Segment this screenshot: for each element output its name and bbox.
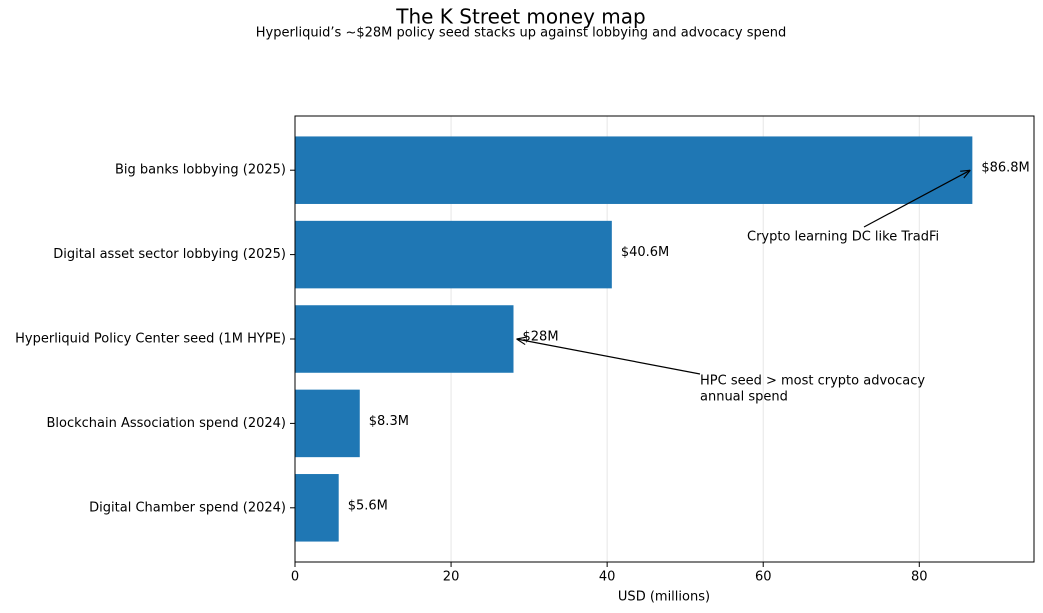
y-tick-label: Blockchain Association spend (2024) bbox=[46, 416, 286, 431]
value-label: $28M bbox=[523, 330, 559, 345]
x-tick-label: 80 bbox=[911, 570, 928, 585]
annotation: annual spend bbox=[700, 390, 788, 405]
x-tick-label: 0 bbox=[291, 570, 299, 585]
y-tick-label: Digital asset sector lobbying (2025) bbox=[53, 247, 286, 262]
bar bbox=[295, 220, 612, 289]
value-label: $8.3M bbox=[369, 414, 409, 429]
x-tick-label: 20 bbox=[443, 570, 460, 585]
y-tick-label: Hyperliquid Policy Center seed (1M HYPE) bbox=[15, 332, 286, 347]
plot-frame bbox=[294, 115, 1035, 563]
value-label: $5.6M bbox=[348, 498, 388, 513]
chart-subtitle: Hyperliquid’s ~$28M policy seed stacks u… bbox=[256, 26, 786, 41]
bar bbox=[295, 305, 514, 373]
x-axis-label: USD (millions) bbox=[618, 590, 710, 605]
x-tick-label: 40 bbox=[599, 570, 616, 585]
annotation-arrow bbox=[863, 170, 970, 228]
value-label: $40.6M bbox=[621, 245, 669, 260]
y-tick-label: Big banks lobbying (2025) bbox=[115, 163, 286, 178]
annotation-arrow bbox=[517, 339, 701, 375]
value-label: $86.8M bbox=[981, 161, 1029, 176]
annotation: Crypto learning DC like TradFi bbox=[747, 230, 939, 245]
y-tick-label: Digital Chamber spend (2024) bbox=[89, 500, 286, 515]
annotation: HPC seed > most crypto advocacy bbox=[700, 374, 925, 389]
bar bbox=[295, 389, 360, 458]
bar bbox=[295, 474, 339, 542]
x-tick-label: 60 bbox=[755, 570, 772, 585]
bar bbox=[295, 136, 973, 204]
chart-title: The K Street money map bbox=[395, 5, 645, 29]
